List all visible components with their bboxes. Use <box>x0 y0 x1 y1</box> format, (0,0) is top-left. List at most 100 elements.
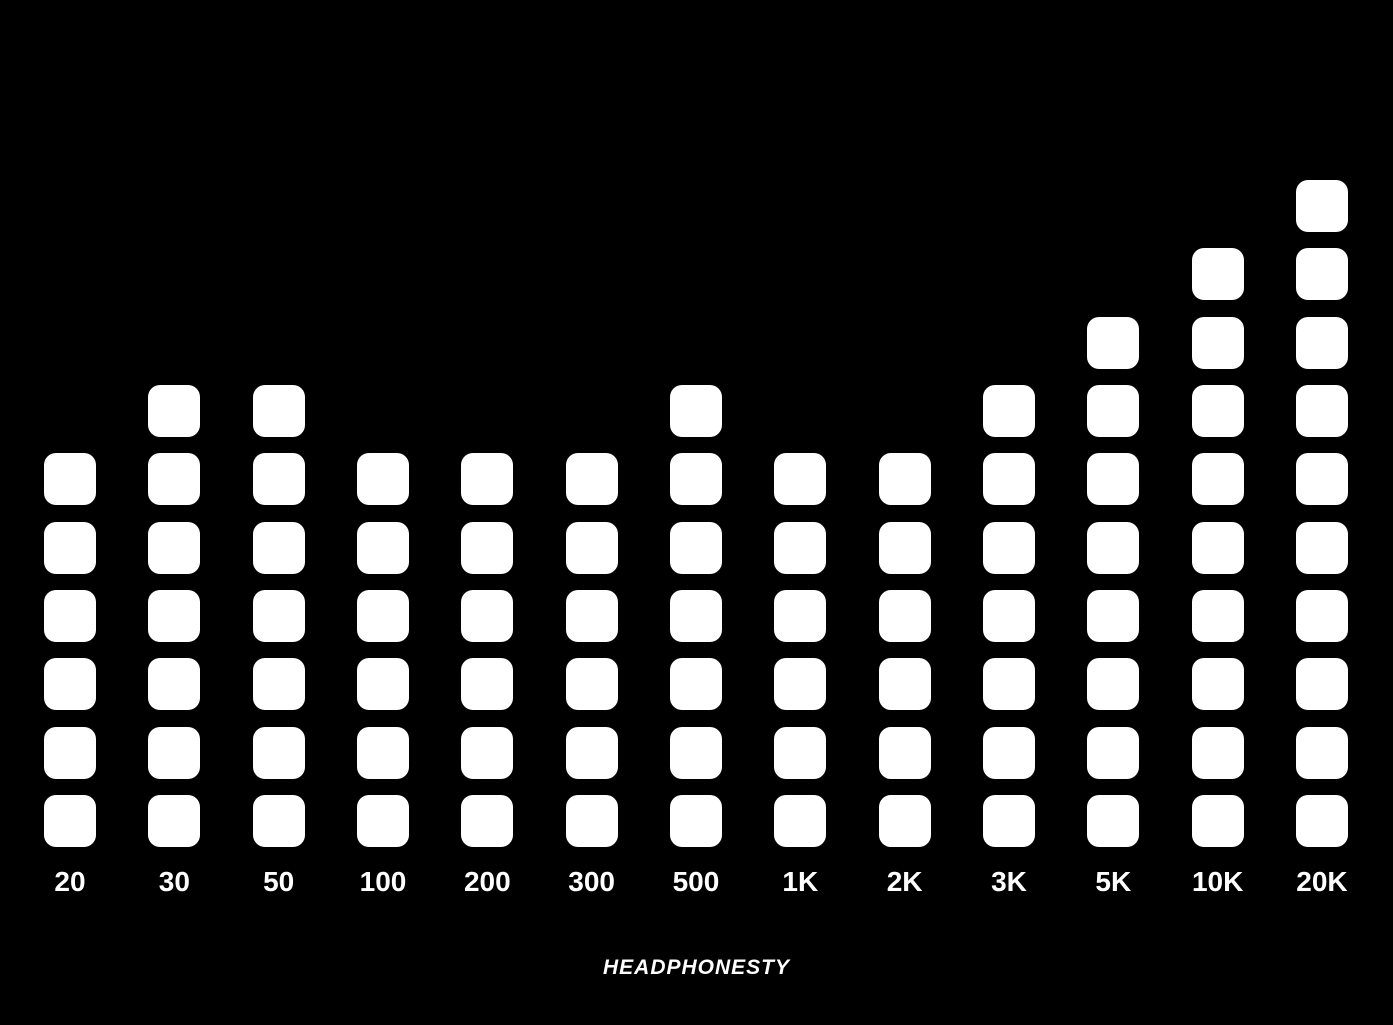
eq-block <box>774 795 827 847</box>
eq-column-50: 50 <box>252 385 305 896</box>
x-axis-label: 500 <box>672 866 720 897</box>
x-axis-label: 20 <box>54 866 86 897</box>
eq-block <box>252 590 305 643</box>
eq-block <box>356 658 409 711</box>
eq-block <box>774 726 827 779</box>
eq-block <box>461 453 514 506</box>
eq-column-1K: 1K <box>774 453 827 896</box>
eq-block <box>356 521 409 574</box>
eq-block <box>1295 658 1348 711</box>
x-axis-label: 2K <box>886 866 923 897</box>
eq-block <box>148 726 201 779</box>
x-axis-label: 1K <box>782 866 819 897</box>
eq-block <box>1191 795 1244 847</box>
eq-block <box>878 658 931 711</box>
eq-block <box>669 795 722 847</box>
eq-block <box>1295 590 1348 643</box>
eq-block <box>356 795 409 847</box>
eq-block <box>1087 658 1140 711</box>
eq-block <box>982 795 1035 847</box>
eq-block <box>982 453 1035 506</box>
eq-block <box>878 521 931 574</box>
x-axis-label: 20K <box>1296 866 1348 897</box>
eq-block <box>148 521 201 574</box>
eq-block <box>1087 316 1140 369</box>
eq-block-stack <box>1087 316 1140 847</box>
x-axis-label: 300 <box>568 866 615 897</box>
eq-block <box>148 453 201 506</box>
eq-block-stack <box>356 453 409 847</box>
eq-block-stack <box>669 385 722 847</box>
x-axis-label: 100 <box>359 866 407 897</box>
eq-block <box>774 658 827 711</box>
eq-block <box>44 590 96 643</box>
brand-watermark: HEADPHONESTY <box>602 956 791 979</box>
eq-block <box>982 726 1035 779</box>
eq-column-200: 200 <box>461 453 514 896</box>
eq-block <box>982 385 1035 438</box>
eq-block <box>565 590 618 643</box>
eq-column-3K: 3K <box>982 385 1035 896</box>
eq-block <box>1295 453 1348 506</box>
eq-block <box>148 385 201 438</box>
eq-block <box>356 453 409 506</box>
eq-block <box>1191 726 1244 779</box>
eq-block-stack <box>774 453 827 847</box>
eq-block <box>44 726 96 779</box>
eq-block <box>1191 658 1244 711</box>
eq-block <box>461 795 514 847</box>
eq-block-stack <box>565 453 618 847</box>
eq-block <box>1191 521 1244 574</box>
eq-block <box>1087 521 1140 574</box>
eq-column-300: 300 <box>565 453 618 896</box>
eq-block <box>1087 795 1140 847</box>
x-axis-label: 50 <box>263 866 295 897</box>
eq-column-20K: 20K <box>1295 180 1348 896</box>
eq-block <box>461 590 514 643</box>
eq-block <box>1295 521 1348 574</box>
eq-block <box>1295 180 1348 233</box>
eq-block-stack <box>1191 248 1244 847</box>
eq-block <box>1087 453 1140 506</box>
eq-block <box>878 726 931 779</box>
x-axis-label: 5K <box>1095 866 1132 897</box>
eq-block <box>565 521 618 574</box>
eq-block <box>1191 590 1244 643</box>
eq-block <box>669 590 722 643</box>
x-axis-label: 30 <box>158 866 190 897</box>
eq-block <box>461 658 514 711</box>
eq-block <box>148 658 201 711</box>
eq-block <box>252 385 305 438</box>
eq-block <box>252 726 305 779</box>
eq-block <box>669 726 722 779</box>
eq-block <box>669 385 722 438</box>
eq-block <box>44 658 96 711</box>
eq-block <box>252 658 305 711</box>
eq-column-10K: 10K <box>1191 248 1244 896</box>
eq-block <box>1295 316 1348 369</box>
eq-block <box>774 453 827 506</box>
eq-block-stack <box>1295 180 1348 847</box>
eq-block-stack <box>461 453 514 847</box>
eq-column-20: 20 <box>44 453 96 896</box>
eq-block <box>1191 385 1244 438</box>
eq-block <box>878 590 931 643</box>
eq-column-500: 500 <box>669 385 722 896</box>
eq-block <box>1295 248 1348 301</box>
eq-block <box>565 726 618 779</box>
eq-column-100: 100 <box>356 453 409 896</box>
eq-column-30: 30 <box>148 385 201 896</box>
eq-block <box>774 590 827 643</box>
eq-block <box>774 521 827 574</box>
eq-block <box>1191 248 1244 301</box>
eq-block <box>252 453 305 506</box>
eq-block <box>356 590 409 643</box>
eq-block <box>669 658 722 711</box>
eq-block <box>1191 453 1244 506</box>
eq-block <box>878 795 931 847</box>
eq-block <box>565 658 618 711</box>
eq-block <box>461 521 514 574</box>
x-axis-label: 3K <box>991 866 1027 897</box>
